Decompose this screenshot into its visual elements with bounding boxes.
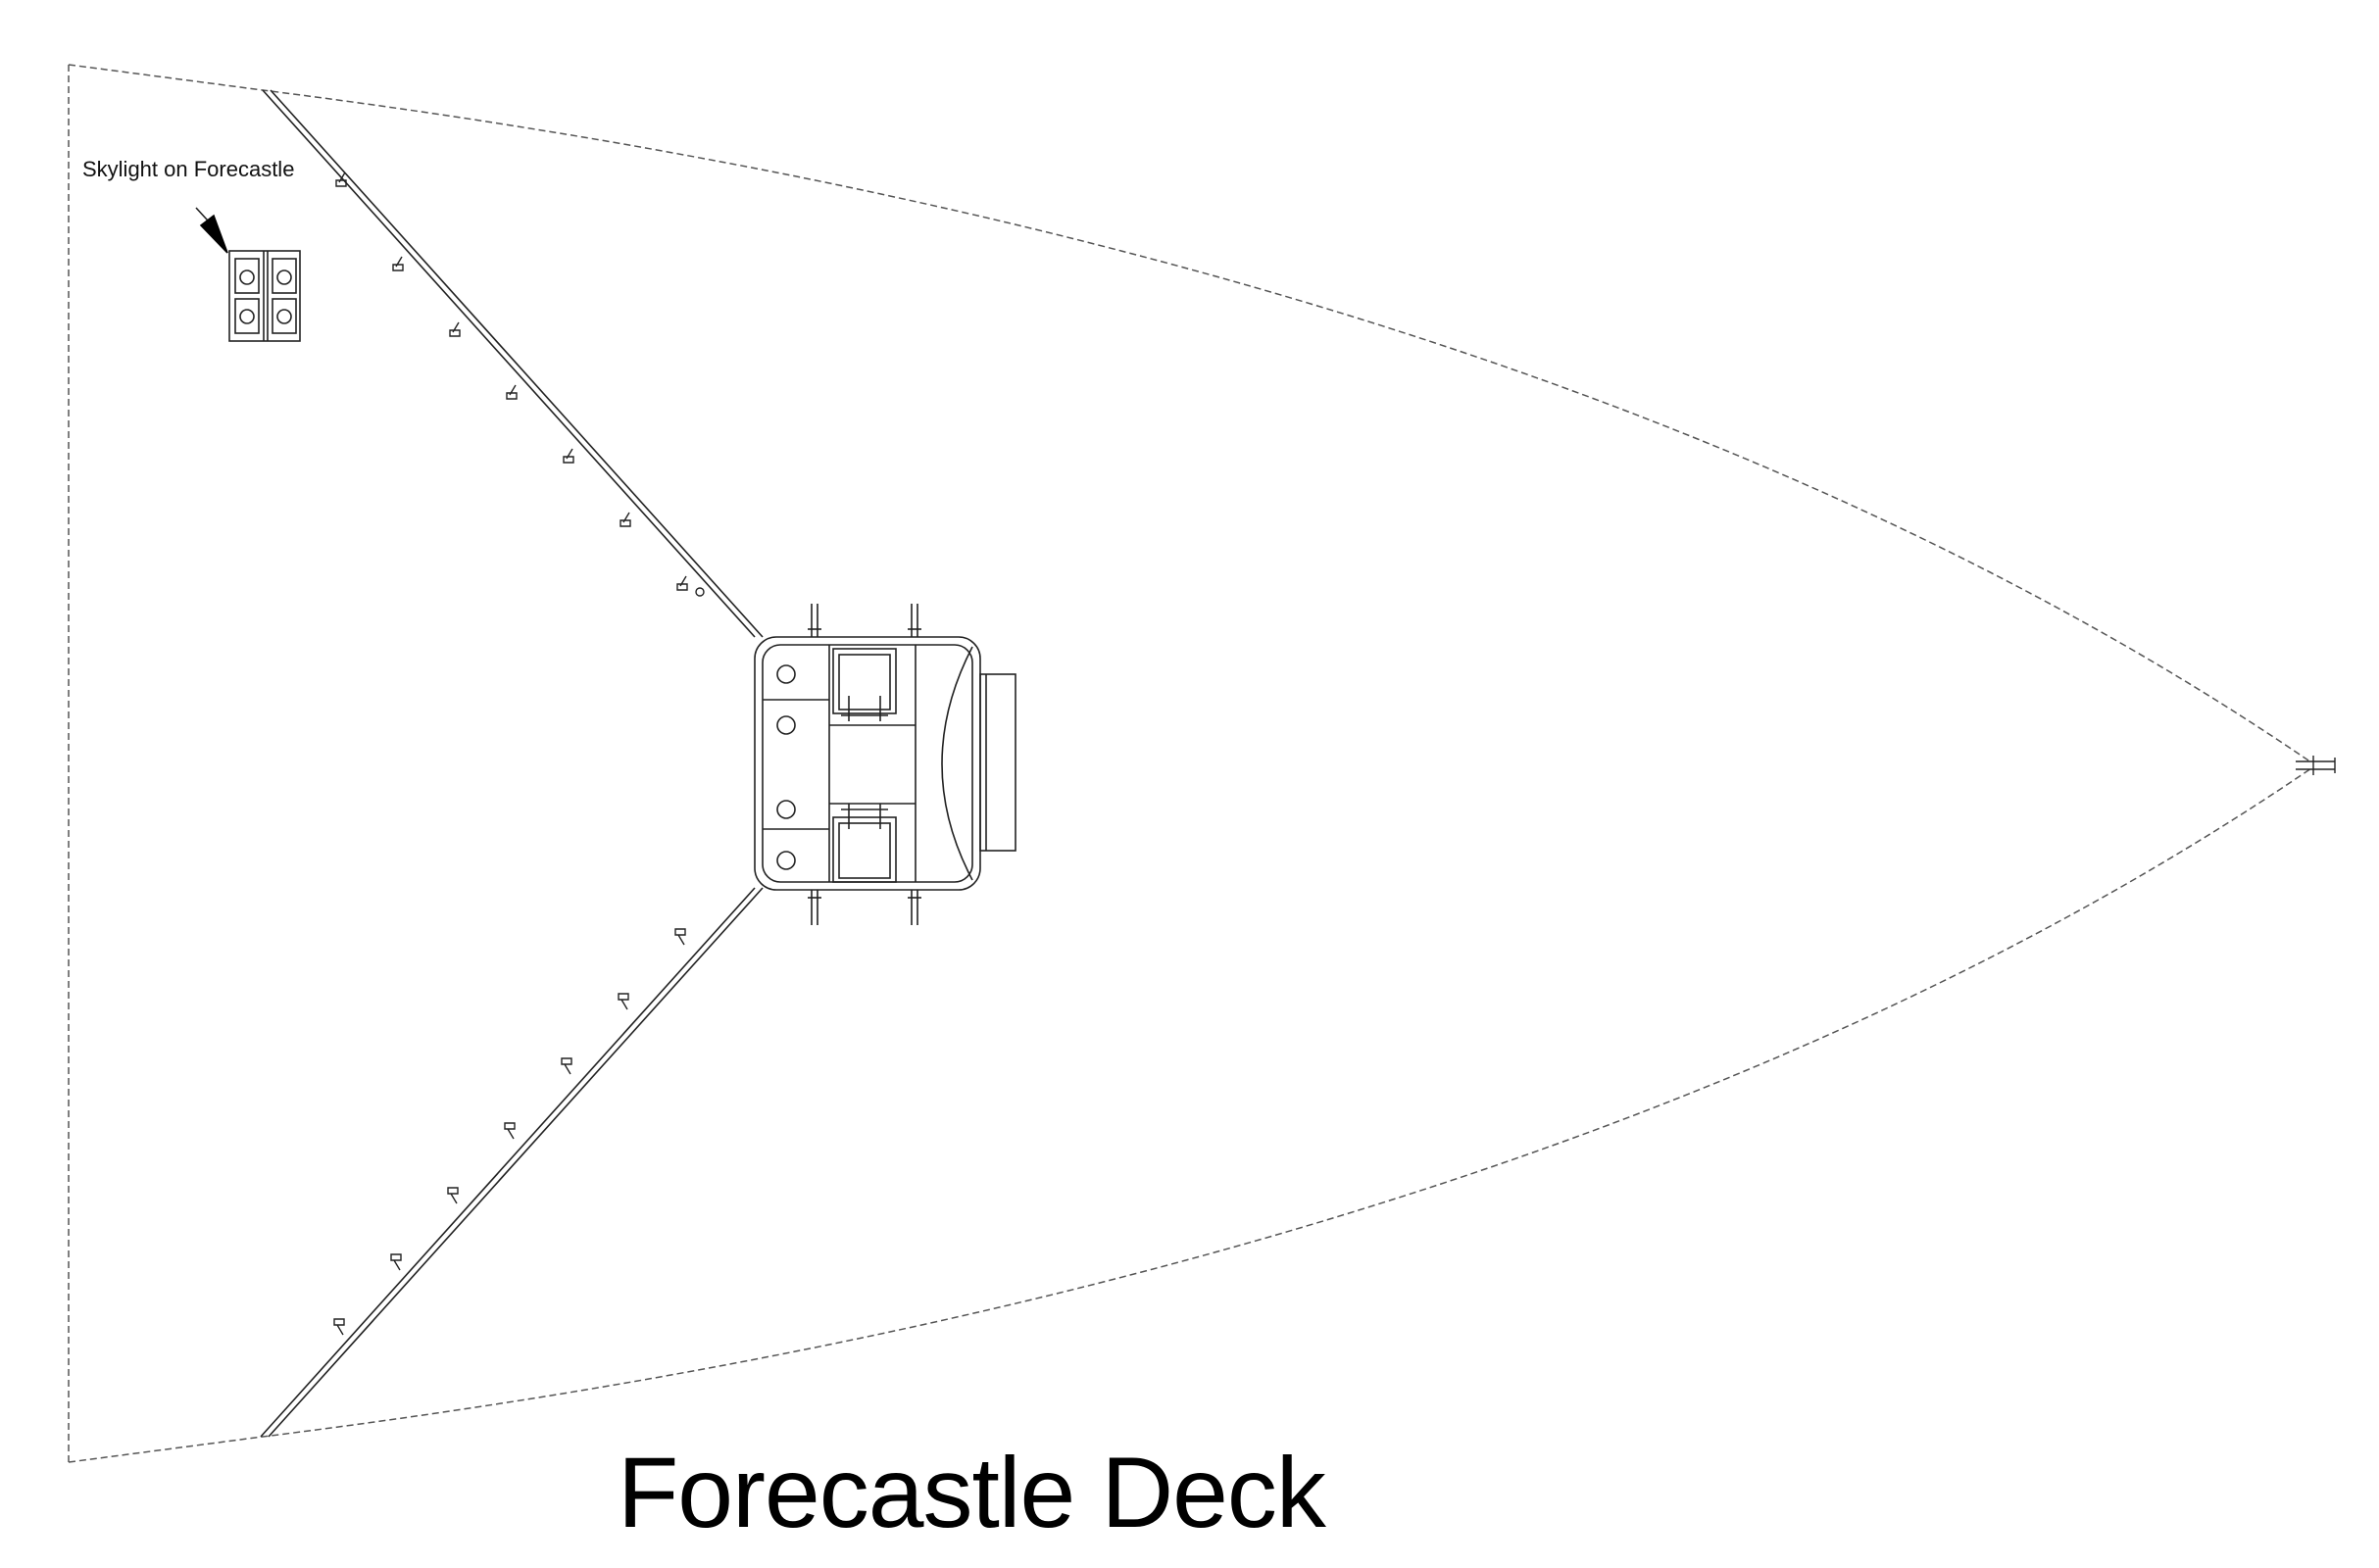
skylight bbox=[228, 250, 301, 342]
windlass-deckhouse bbox=[754, 604, 1016, 925]
skylight-callout-label: Skylight on Forecastle bbox=[82, 157, 295, 181]
upper-rail bbox=[262, 89, 764, 638]
upper-rail-cleats bbox=[335, 172, 705, 597]
bow-fitting bbox=[2296, 756, 2336, 775]
lower-rail-cleats bbox=[333, 928, 686, 1336]
callout-arrow bbox=[195, 207, 228, 254]
drawing-title: Forecastle Deck bbox=[618, 1437, 1326, 1548]
lower-rail bbox=[260, 887, 764, 1438]
hull-outline bbox=[68, 64, 2312, 1463]
